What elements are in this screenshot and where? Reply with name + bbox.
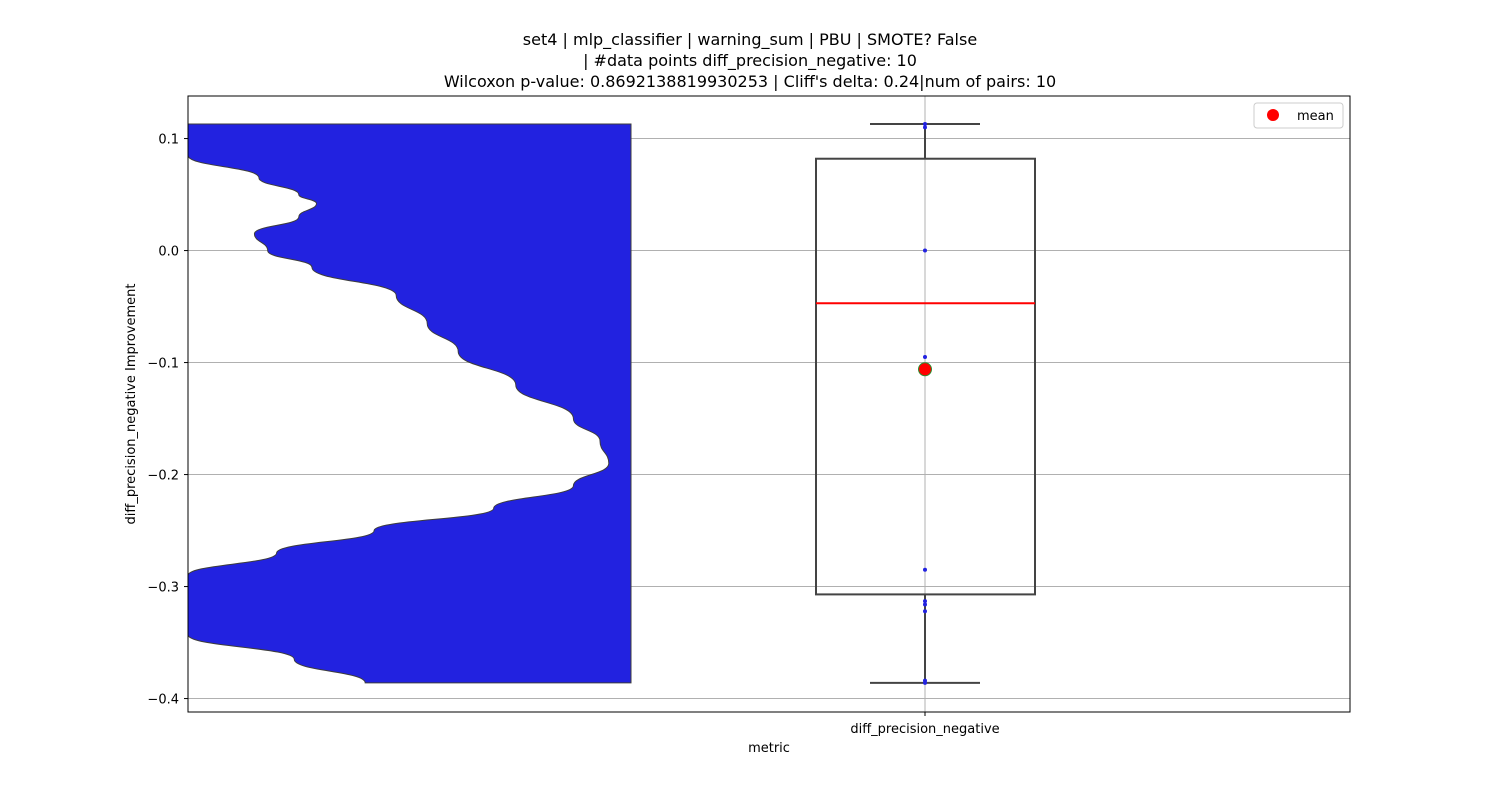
data-point xyxy=(923,609,927,614)
y-tick-label: 0.1 xyxy=(158,133,179,148)
data-point xyxy=(923,125,927,130)
legend: mean xyxy=(1253,102,1344,129)
chart-title-line-2: | #data points diff_precision_negative: … xyxy=(583,51,917,70)
chart-title-line-1: set4 | mlp_classifier | warning_sum | PB… xyxy=(522,30,978,49)
chart-title-line-3: Wilcoxon p-value: 0.8692138819930253 | C… xyxy=(443,72,1057,91)
legend-mean-label: mean xyxy=(1297,109,1334,124)
x-axis-label: metric xyxy=(748,741,790,756)
legend-box xyxy=(1253,102,1344,129)
violin-body xyxy=(188,123,632,684)
data-point xyxy=(923,599,927,604)
data-point xyxy=(923,248,927,253)
box-iqr xyxy=(815,157,1036,596)
x-tick-label: diff_precision_negative xyxy=(850,722,999,737)
y-tick-label: −0.1 xyxy=(147,357,179,372)
y-tick-label: −0.3 xyxy=(147,581,179,596)
legend-mean-marker xyxy=(1267,109,1279,121)
violin-layer xyxy=(188,123,632,684)
ticks-layer: 0.1 0.0 −0.1 −0.2 −0.3 −0.4 diff_precision_neg… xyxy=(147,133,999,737)
data-point xyxy=(923,567,927,572)
y-tick-label: −0.2 xyxy=(147,469,179,484)
data-point xyxy=(923,122,927,126)
data-point xyxy=(923,602,927,607)
y-tick-label: 0.0 xyxy=(158,245,179,260)
data-point xyxy=(923,680,927,685)
box-layer xyxy=(815,123,1036,684)
mean-marker xyxy=(918,362,932,377)
y-axis-label: diff_precision_negative Improvement xyxy=(124,284,139,525)
plot-frame xyxy=(187,95,1351,713)
data-point xyxy=(923,354,927,359)
points-layer xyxy=(918,122,932,685)
y-tick-label: −0.4 xyxy=(147,693,179,708)
